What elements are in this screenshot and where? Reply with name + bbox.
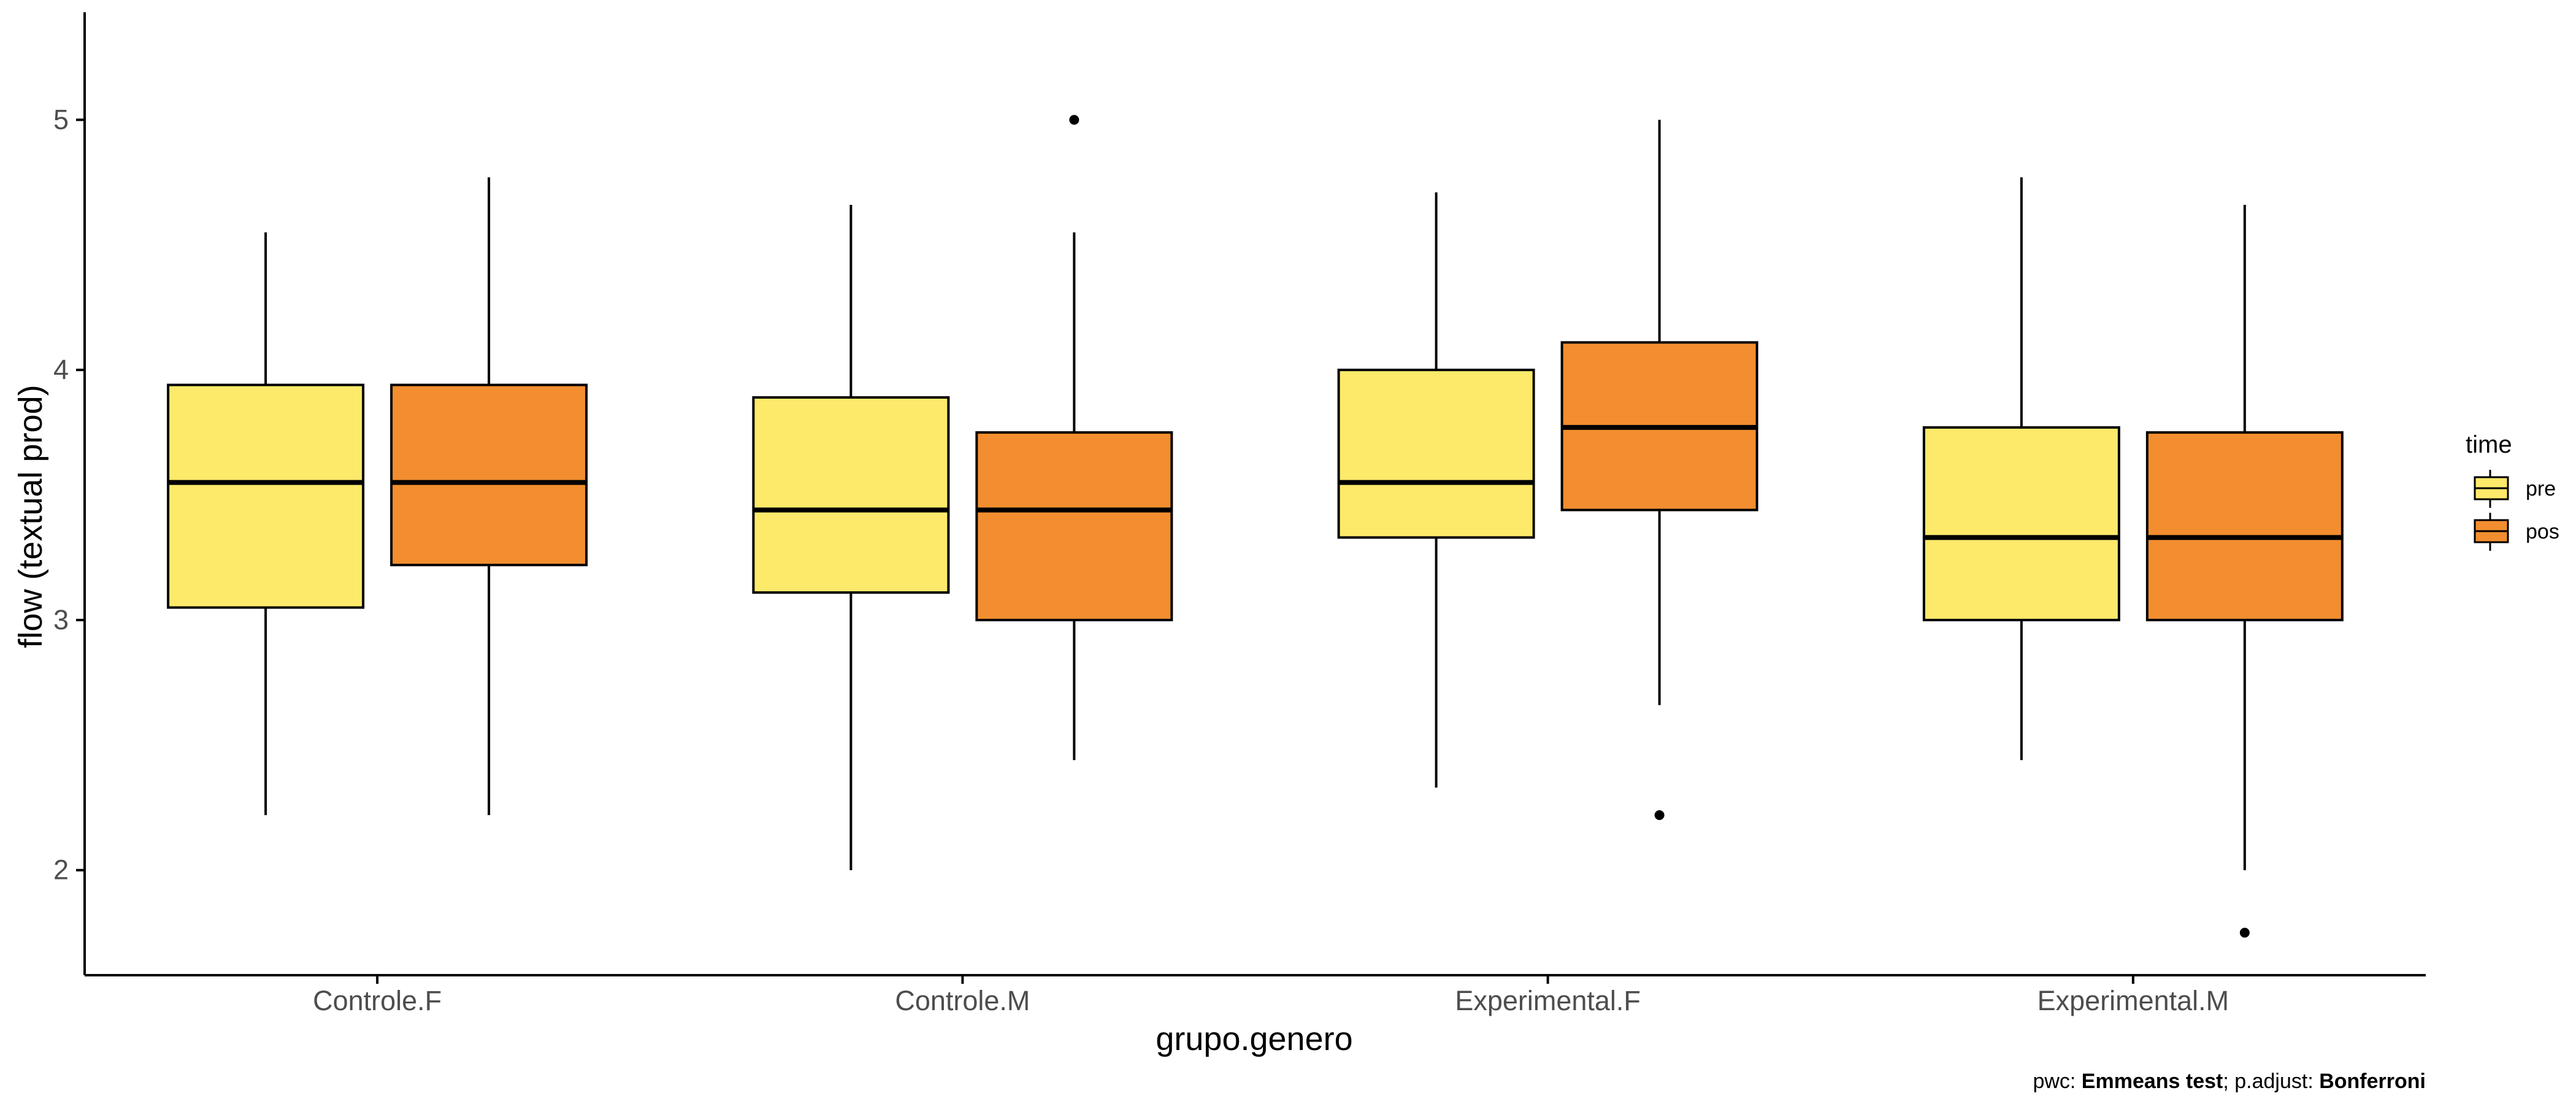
legend-label-pos: pos bbox=[2526, 520, 2559, 543]
box-pos-Experimental.F bbox=[1560, 120, 1758, 821]
caption-segment: pwc: bbox=[2033, 1070, 2081, 1093]
iqr-box bbox=[167, 383, 365, 609]
legend: time pre pos bbox=[2466, 431, 2559, 551]
box-pos-Controle.M bbox=[975, 115, 1173, 761]
iqr-box bbox=[390, 383, 588, 567]
y-tick-label: 2 bbox=[53, 854, 69, 886]
y-tick-label: 3 bbox=[53, 604, 69, 635]
box-pre-Experimental.M bbox=[1922, 177, 2120, 761]
iqr-box bbox=[752, 396, 950, 594]
outlier-point bbox=[2239, 927, 2250, 938]
axes-layer bbox=[83, 12, 2426, 976]
x-tick-label: Experimental.M bbox=[2037, 985, 2229, 1016]
ticks-layer: 2 3 4 5 Controle.F Controle.M Experimental.F Ex… bbox=[53, 104, 2229, 1016]
box-pos-Experimental.M bbox=[2145, 205, 2344, 938]
iqr-box bbox=[1922, 426, 2120, 621]
box-pre-Controle.F bbox=[167, 232, 365, 816]
caption-segment: ; p.adjust: bbox=[2223, 1070, 2319, 1093]
caption-bold-segment: Emmeans test bbox=[2082, 1070, 2223, 1093]
y-axis-title: flow (textual prod) bbox=[12, 385, 49, 648]
x-tick-label: Experimental.F bbox=[1455, 985, 1641, 1016]
outlier-point bbox=[1654, 810, 1665, 821]
legend-label-pre: pre bbox=[2526, 477, 2556, 500]
caption-bold-segment: Bonferroni bbox=[2319, 1070, 2426, 1093]
x-tick-label: Controle.M bbox=[895, 985, 1030, 1016]
legend-keys: pre pos bbox=[2474, 470, 2559, 551]
x-tick-label: Controle.F bbox=[313, 985, 442, 1016]
legend-key-pos: pos bbox=[2474, 513, 2559, 551]
box-pre-Experimental.F bbox=[1337, 192, 1535, 788]
box-pre-Controle.M bbox=[752, 205, 950, 870]
boxes-layer bbox=[167, 115, 2344, 938]
caption: pwc: Emmeans test; p.adjust: Bonferroni bbox=[2033, 1070, 2426, 1093]
y-tick-label: 5 bbox=[53, 104, 69, 135]
iqr-box bbox=[975, 431, 1173, 621]
y-tick-label: 4 bbox=[53, 354, 69, 385]
x-axis-title: grupo.genero bbox=[1156, 1021, 1352, 1057]
outlier-point bbox=[1069, 115, 1079, 125]
legend-title: time bbox=[2466, 431, 2512, 458]
iqr-box bbox=[2145, 431, 2344, 621]
legend-key-pre: pre bbox=[2474, 470, 2556, 508]
iqr-box bbox=[1337, 369, 1535, 539]
box-pos-Controle.F bbox=[390, 177, 588, 816]
